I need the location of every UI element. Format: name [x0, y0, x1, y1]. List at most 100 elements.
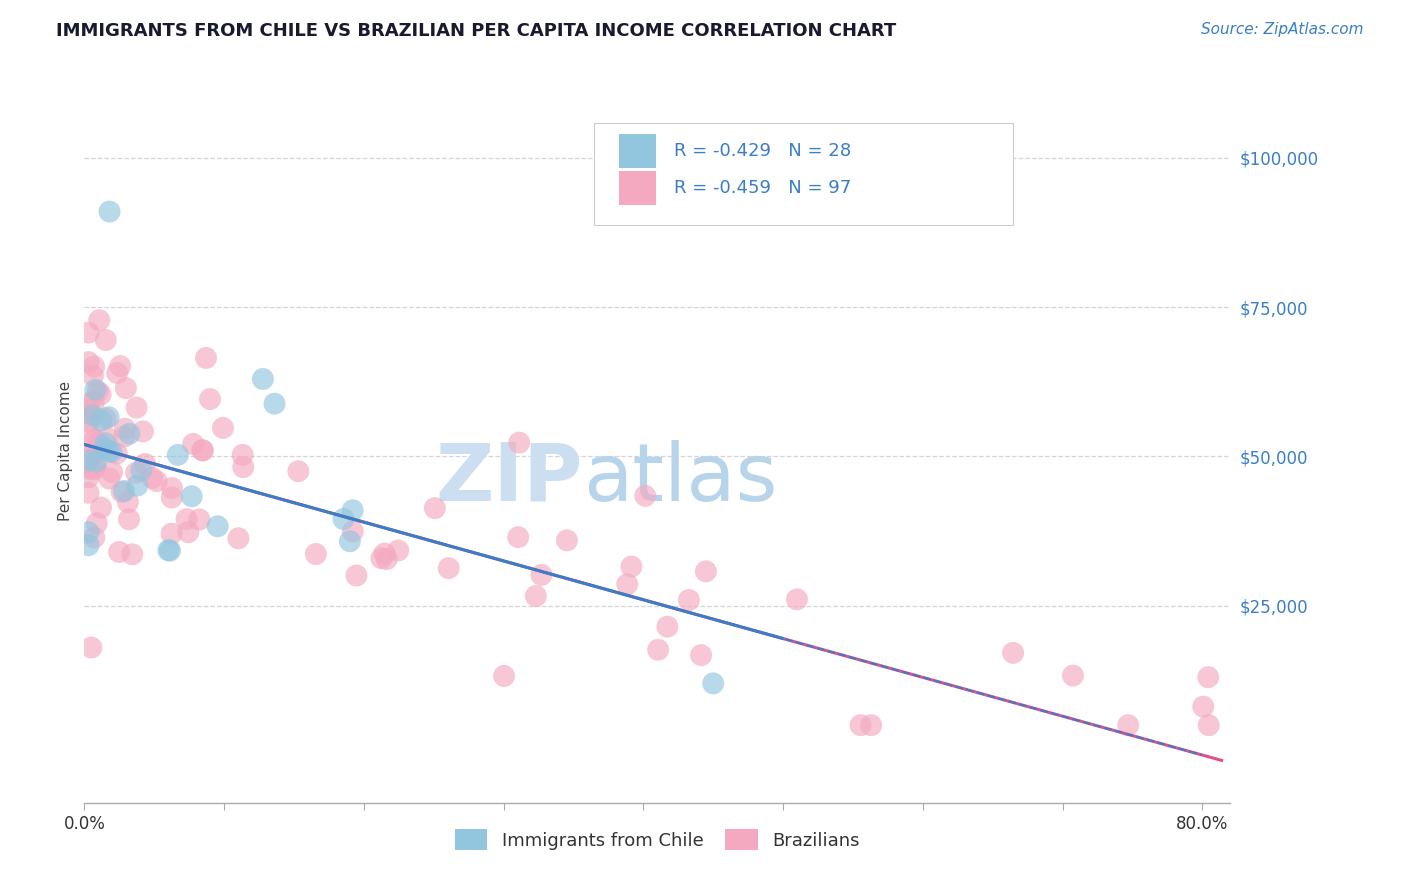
Point	[437, 561, 460, 575]
Point	[94, 436, 117, 450]
Point	[690, 648, 713, 662]
Point	[118, 512, 141, 526]
Point	[115, 381, 138, 395]
Point	[159, 543, 181, 558]
Point	[97, 444, 120, 458]
Point	[616, 577, 638, 591]
FancyBboxPatch shape	[595, 123, 1012, 225]
Point	[77, 453, 100, 467]
Point	[121, 547, 143, 561]
Point	[96, 431, 118, 445]
Point	[191, 443, 214, 458]
Point	[492, 669, 515, 683]
Point	[263, 397, 285, 411]
Point	[332, 512, 354, 526]
Point	[112, 483, 135, 498]
Bar	[620, 134, 657, 168]
Point	[86, 516, 108, 531]
Legend: Immigrants from Chile, Brazilians: Immigrants from Chile, Brazilians	[447, 822, 868, 857]
Point	[228, 531, 250, 545]
Point	[83, 359, 105, 374]
Point	[198, 392, 221, 406]
Point	[530, 567, 553, 582]
Text: R = -0.429   N = 28: R = -0.429 N = 28	[675, 142, 852, 160]
Point	[375, 552, 398, 566]
Point	[77, 538, 100, 552]
Point	[508, 530, 530, 544]
Point	[339, 534, 361, 549]
Point	[82, 368, 104, 383]
Point	[342, 524, 364, 539]
Point	[87, 384, 110, 399]
Point	[77, 396, 100, 410]
Point	[305, 547, 328, 561]
Point	[98, 471, 121, 485]
Point	[160, 491, 183, 505]
Text: R = -0.459   N = 97: R = -0.459 N = 97	[675, 178, 852, 196]
Point	[695, 565, 717, 579]
Point	[657, 620, 679, 634]
Point	[647, 642, 669, 657]
Point	[112, 429, 135, 443]
Point	[77, 402, 100, 417]
Point	[84, 383, 107, 397]
Point	[77, 447, 100, 461]
Point	[1197, 670, 1219, 684]
Point	[93, 441, 115, 455]
Point	[634, 489, 657, 503]
Point	[232, 460, 254, 475]
Point	[90, 413, 112, 427]
Point	[127, 478, 149, 492]
Point	[94, 411, 117, 425]
Point	[117, 495, 139, 509]
Point	[786, 592, 808, 607]
Point	[524, 589, 547, 603]
Point	[98, 204, 121, 219]
Point	[134, 457, 156, 471]
Point	[374, 547, 396, 561]
Point	[188, 512, 211, 526]
Point	[80, 640, 103, 655]
Point	[108, 359, 131, 373]
Point	[342, 503, 364, 517]
Point	[90, 387, 112, 401]
Point	[114, 422, 136, 436]
Point	[176, 512, 198, 526]
Point	[702, 676, 724, 690]
Point	[79, 462, 101, 476]
Point	[1116, 718, 1139, 732]
Point	[97, 410, 120, 425]
Point	[620, 559, 643, 574]
Point	[82, 409, 104, 423]
Point	[678, 593, 700, 607]
Point	[177, 525, 200, 540]
Point	[77, 425, 100, 439]
Point	[423, 501, 446, 516]
Point	[252, 372, 274, 386]
Text: atlas: atlas	[583, 440, 778, 517]
Point	[84, 454, 107, 468]
Point	[157, 543, 180, 558]
Point	[860, 718, 883, 732]
Point	[167, 448, 190, 462]
Point	[105, 366, 128, 380]
Point	[111, 485, 134, 500]
Y-axis label: Per Capita Income: Per Capita Income	[58, 380, 73, 521]
Point	[180, 489, 202, 503]
Point	[101, 465, 124, 479]
Point	[160, 526, 183, 541]
Point	[89, 313, 111, 327]
Text: ZIP: ZIP	[436, 440, 583, 517]
Point	[89, 443, 111, 458]
Point	[849, 718, 872, 732]
Point	[370, 551, 392, 566]
Point	[1062, 668, 1084, 682]
Point	[125, 401, 148, 415]
Point	[191, 443, 214, 458]
Point	[212, 421, 235, 435]
Point	[105, 447, 128, 461]
Point	[207, 519, 229, 533]
Point	[387, 543, 409, 558]
Point	[1198, 718, 1220, 732]
Point	[346, 568, 368, 582]
